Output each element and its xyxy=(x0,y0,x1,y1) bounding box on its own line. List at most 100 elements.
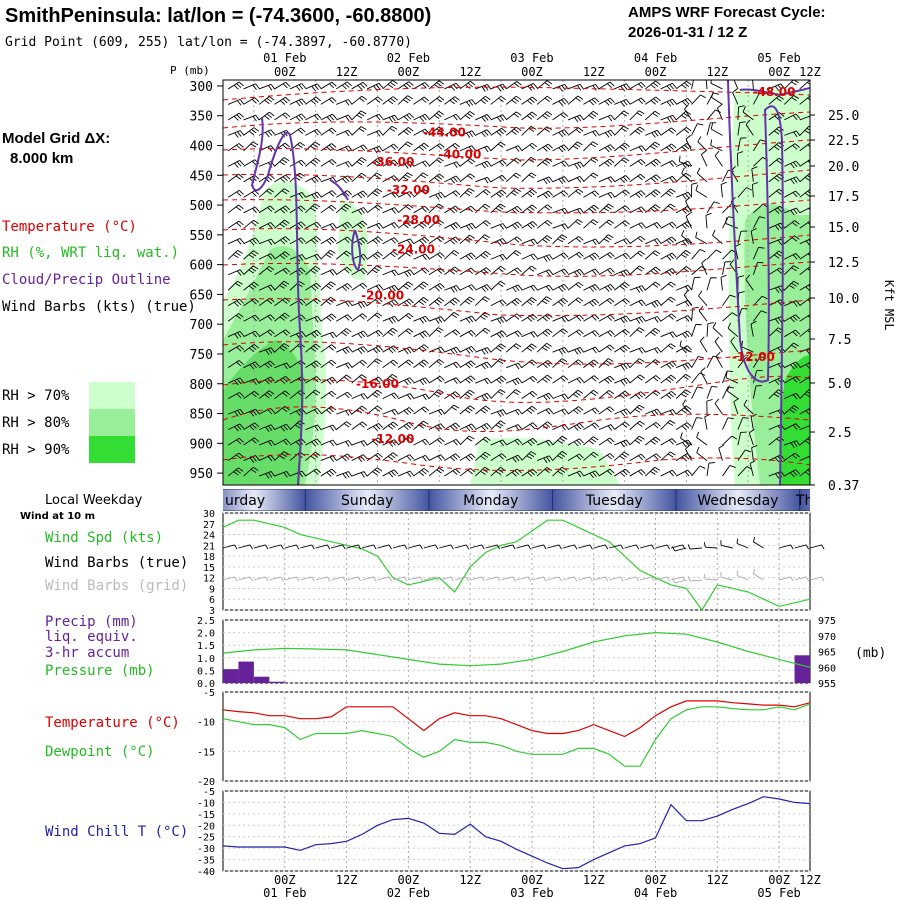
wind-barb-feather xyxy=(622,176,628,182)
wind-barb-feather xyxy=(375,238,381,243)
wind-barb-shaft xyxy=(784,253,797,260)
wind-barb-shaft xyxy=(366,422,379,431)
wind-barb xyxy=(366,204,383,214)
wind-barb xyxy=(444,422,461,431)
wind-barb-feather xyxy=(453,404,460,409)
wind-barb-shaft xyxy=(536,342,547,353)
wind-barb xyxy=(598,406,615,415)
wind-barb-feather xyxy=(774,457,780,463)
wind-barb-shaft xyxy=(315,576,328,581)
wind-barb-feather xyxy=(641,145,646,151)
wind-barb-feather xyxy=(252,265,259,270)
wind-barb-feather xyxy=(239,99,245,105)
wind-barb xyxy=(629,347,646,354)
wind-barb-feather xyxy=(575,129,582,134)
wind-barb-feather xyxy=(250,252,257,257)
wind-barb-shaft xyxy=(413,454,426,461)
wind-barb-feather xyxy=(515,389,521,394)
wind-barb-shaft xyxy=(222,544,235,549)
wind-barb xyxy=(629,173,646,183)
wind-barb-feather xyxy=(543,395,548,401)
wind-barb-shaft xyxy=(258,297,270,307)
wind-barb-feather xyxy=(254,298,260,303)
wind-barb-shaft xyxy=(614,175,626,183)
wind-barb-shaft xyxy=(351,190,364,198)
wind-barb-shaft xyxy=(598,203,609,214)
wind-barb xyxy=(644,141,661,152)
wind-barb-feather xyxy=(344,268,350,274)
wind-barb-feather xyxy=(375,253,381,258)
wind-barb-feather xyxy=(394,114,399,121)
wind-barb xyxy=(750,320,757,337)
wind-barb-feather xyxy=(591,98,597,104)
wind-barb-shaft xyxy=(428,389,439,399)
wind-barb-feather xyxy=(423,344,429,349)
wind-barb-feather xyxy=(391,223,396,229)
wind-barb-shaft xyxy=(644,466,656,477)
wind-barb-shaft xyxy=(475,250,486,260)
wind-barb-feather xyxy=(579,422,584,428)
wind-barb xyxy=(706,122,717,136)
wind-barb xyxy=(660,420,676,430)
wind-barb-feather xyxy=(329,332,335,339)
wind-barb xyxy=(684,104,692,121)
wind-barb-feather xyxy=(356,114,363,119)
wind-barb-shaft xyxy=(679,345,692,353)
wind-barb-feather xyxy=(745,119,751,125)
wind-barb-feather xyxy=(406,423,412,429)
wind-barb-shaft xyxy=(397,238,411,245)
wind-barb-grid xyxy=(392,576,408,582)
wind-barb-shaft xyxy=(614,220,626,229)
wind-barb-feather xyxy=(589,576,593,582)
wind-barb-shaft xyxy=(490,389,501,399)
wind-barb-feather xyxy=(604,576,609,582)
wind-barb-feather xyxy=(532,375,538,381)
wind-barb-shaft xyxy=(536,407,549,415)
wind-barb-feather xyxy=(344,238,350,243)
wind-barb-feather xyxy=(528,267,535,272)
wind-barb-feather xyxy=(454,96,460,101)
wind-barb-feather xyxy=(480,409,486,414)
wind-barb-feather xyxy=(251,283,257,288)
wind-barb-shaft xyxy=(397,172,408,183)
wind-barb-shaft xyxy=(289,83,302,90)
wind-barb-shaft xyxy=(536,328,548,338)
wind-barb-grid xyxy=(485,576,501,582)
wind-barb-feather xyxy=(501,159,507,165)
wind-barb-feather xyxy=(625,252,631,258)
wind-barb xyxy=(614,344,630,353)
wind-barb xyxy=(691,182,698,198)
wind-barb-feather xyxy=(638,348,644,354)
wind-barb-feather xyxy=(377,204,383,209)
wind-barb xyxy=(567,268,584,277)
wind-barb xyxy=(289,205,306,214)
wind-barb-feather xyxy=(575,299,581,304)
wind-barb-feather xyxy=(574,143,581,148)
wind-barb-feather xyxy=(529,392,535,398)
wind-barb-feather xyxy=(790,472,795,478)
wind-barb-feather xyxy=(455,113,461,120)
wind-barb-feather xyxy=(683,375,689,380)
wind-barb-feather xyxy=(638,146,644,152)
wind-barb-feather xyxy=(607,315,613,321)
wind-barb xyxy=(382,191,399,198)
wind-barb xyxy=(614,451,630,461)
wind-barb-feather xyxy=(378,222,384,229)
wind-barb-feather xyxy=(238,345,244,350)
wind-barb xyxy=(366,172,382,183)
wind-barb-feather xyxy=(480,455,486,460)
wind-barb-shaft xyxy=(227,204,239,214)
wind-barb-feather xyxy=(653,223,659,229)
kft-tick-label: 2.5 xyxy=(828,426,851,441)
wind-barb xyxy=(583,219,599,229)
wind-barb-feather xyxy=(484,394,489,400)
wind-barb xyxy=(784,113,801,121)
wind-barb xyxy=(490,389,506,399)
wind-barb-shaft xyxy=(567,83,581,90)
wind-barb-shaft xyxy=(475,129,488,136)
wind-barb-feather xyxy=(561,317,566,323)
wind-barb xyxy=(552,375,569,384)
wind-barb xyxy=(552,358,568,368)
wind-barb-shaft xyxy=(660,451,671,461)
wind-barb-shaft xyxy=(490,238,503,245)
